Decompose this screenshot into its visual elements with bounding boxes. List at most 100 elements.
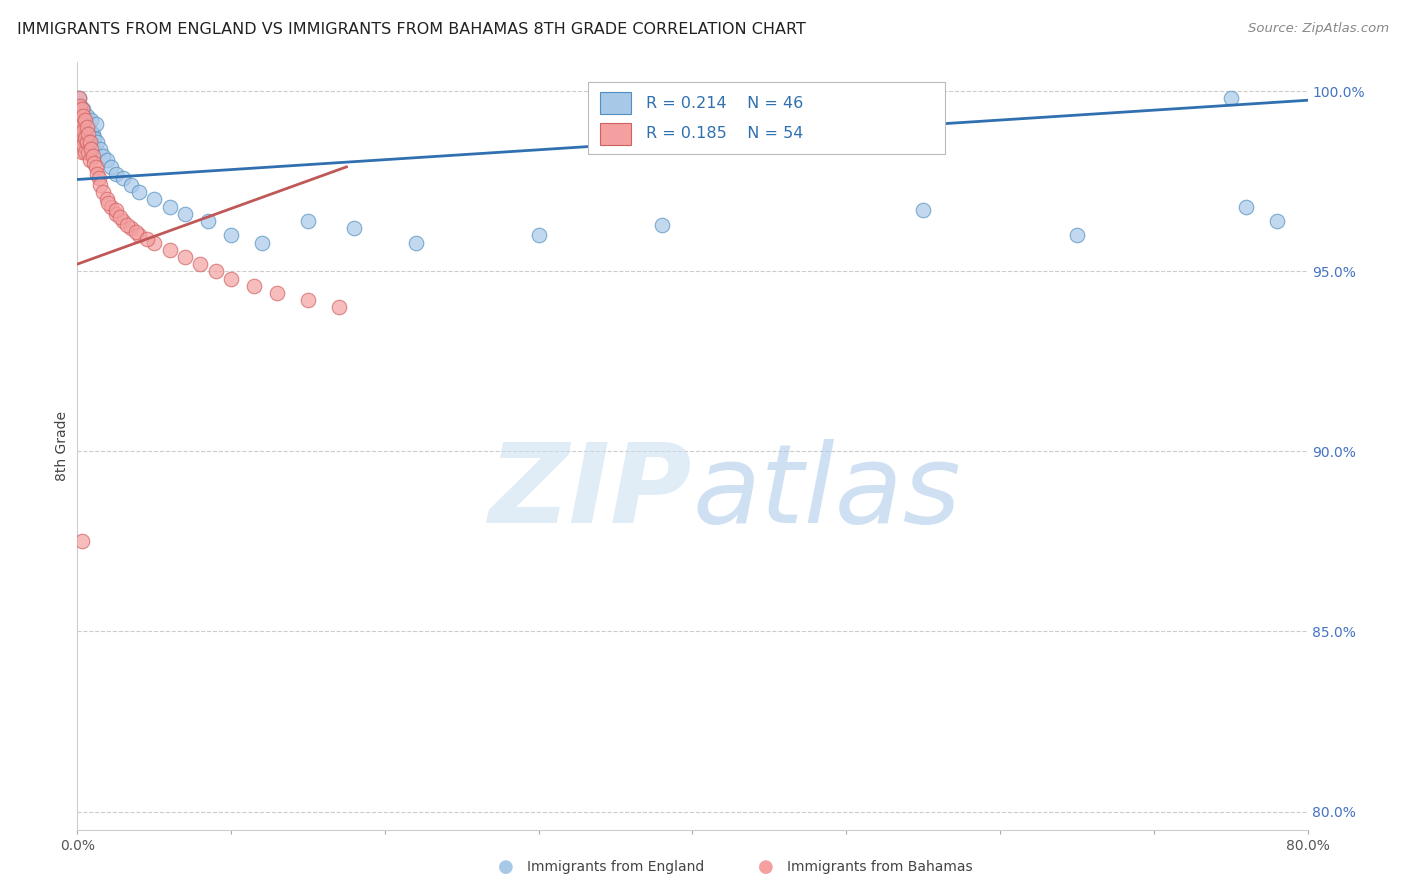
Point [82, 142, 104, 156]
Point [80, 113, 103, 128]
Point [96, 153, 118, 167]
Point [250, 235, 273, 250]
Text: Immigrants from Bahamas: Immigrants from Bahamas [787, 860, 973, 874]
Point [80, 135, 103, 149]
Text: ●: ● [758, 858, 775, 876]
Point [1234, 200, 1257, 214]
Point [69, 98, 91, 112]
Point [86, 167, 108, 181]
Point [67, 113, 90, 128]
Text: Immigrants from England: Immigrants from England [527, 860, 704, 874]
Point [76, 128, 98, 142]
Point [77, 120, 100, 135]
Point [76, 110, 98, 124]
Point [72, 138, 94, 153]
Point [72, 110, 94, 124]
Y-axis label: 8th Grade: 8th Grade [55, 411, 69, 481]
Point [69, 98, 91, 112]
Point [297, 293, 319, 307]
Point [69, 128, 91, 142]
Point [73, 131, 96, 145]
Point [527, 228, 550, 243]
Point [174, 250, 197, 264]
Point [70, 102, 93, 116]
Point [70, 110, 93, 124]
Point [82, 149, 104, 163]
Point [73, 145, 96, 160]
Point [86, 135, 108, 149]
Point [328, 301, 350, 315]
Point [219, 228, 242, 243]
Text: atlas: atlas [693, 439, 962, 546]
Point [405, 235, 427, 250]
Point [97, 195, 120, 210]
Point [84, 117, 107, 131]
Point [112, 170, 135, 185]
Point [79, 135, 101, 149]
Point [110, 211, 132, 225]
Text: Source: ZipAtlas.com: Source: ZipAtlas.com [1249, 22, 1389, 36]
Point [73, 135, 96, 149]
Point [104, 167, 127, 181]
Point [343, 221, 366, 235]
Point [72, 131, 94, 145]
Point [73, 113, 96, 128]
Point [120, 178, 142, 192]
Point [83, 131, 105, 145]
Text: R = 0.185    N = 54: R = 0.185 N = 54 [645, 127, 803, 141]
Point [79, 124, 101, 138]
Point [1265, 214, 1288, 228]
Point [197, 214, 219, 228]
Bar [588, 81, 945, 154]
Point [135, 232, 157, 246]
Point [67, 91, 90, 105]
Point [266, 285, 288, 300]
Text: ●: ● [498, 858, 515, 876]
Point [69, 138, 91, 153]
Point [112, 214, 135, 228]
Point [93, 149, 115, 163]
Point [188, 257, 212, 271]
Point [87, 170, 110, 185]
Point [70, 124, 93, 138]
Point [93, 185, 115, 199]
Point [84, 160, 107, 174]
Point [76, 135, 98, 149]
Point [96, 192, 118, 206]
Point [912, 203, 935, 218]
Point [89, 142, 111, 156]
Point [219, 271, 242, 285]
Point [76, 120, 98, 135]
Point [67, 102, 90, 116]
Point [70, 117, 93, 131]
Point [70, 131, 93, 145]
Bar [600, 123, 631, 145]
Point [104, 207, 127, 221]
Point [651, 218, 673, 232]
Point [104, 203, 127, 218]
Point [82, 128, 104, 142]
Point [174, 207, 197, 221]
Point [128, 228, 150, 243]
Point [89, 178, 111, 192]
Point [204, 264, 226, 278]
Point [100, 160, 122, 174]
Point [143, 235, 166, 250]
Point [72, 124, 94, 138]
Point [128, 185, 150, 199]
Point [69, 113, 91, 128]
Point [100, 200, 122, 214]
Point [77, 138, 100, 153]
Point [72, 102, 94, 116]
Point [77, 145, 100, 160]
Point [73, 117, 96, 131]
Point [159, 200, 181, 214]
Point [243, 278, 266, 293]
Point [1066, 228, 1088, 243]
Point [115, 218, 138, 232]
Text: ZIP: ZIP [489, 439, 693, 546]
Point [67, 106, 90, 120]
Point [67, 91, 90, 105]
Point [77, 128, 100, 142]
Point [159, 243, 181, 257]
